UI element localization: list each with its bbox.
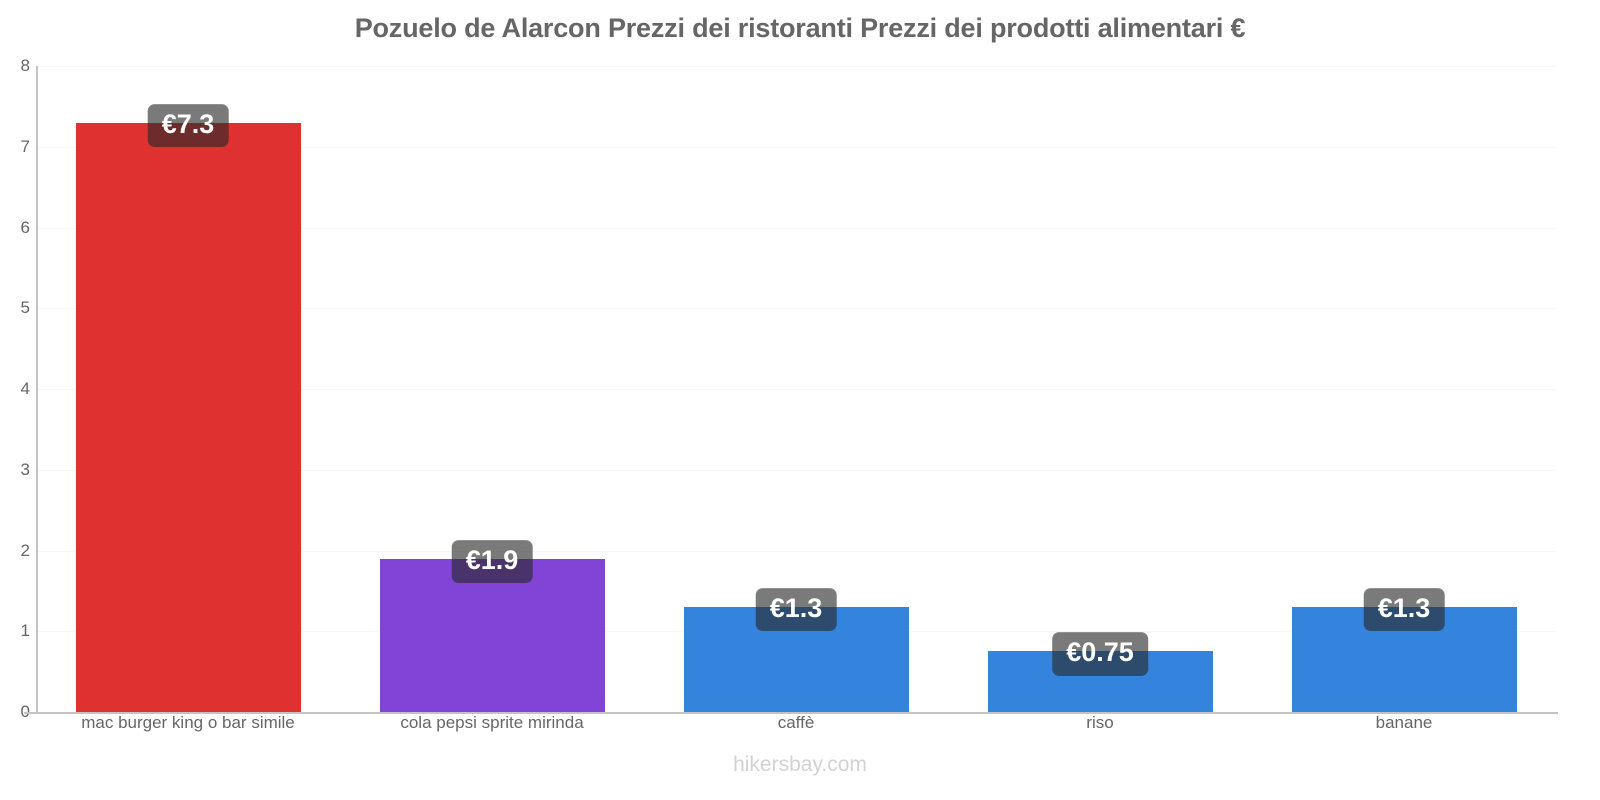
footer-watermark: hikersbay.com — [733, 753, 867, 776]
bar-value-label: €1.3 — [1363, 588, 1445, 632]
y-axis-tick-labels: 8 7 6 5 4 3 2 1 0 — [0, 0, 30, 800]
x-axis-tick-label: caffè — [777, 713, 815, 732]
gridline — [36, 389, 1556, 390]
y-axis-tick-label: 1 — [20, 621, 30, 641]
gridline — [36, 227, 1556, 229]
y-axis-tick-label: 4 — [20, 379, 30, 398]
gridline — [36, 550, 1556, 552]
y-axis-tick-label: 5 — [20, 298, 30, 318]
x-axis-tick-label: riso — [1086, 713, 1114, 732]
bar-value-label: €7.3 — [147, 103, 229, 147]
bar-value-label: €0.75 — [1052, 632, 1148, 676]
y-axis-tick-label: 7 — [20, 136, 30, 156]
bar-value-label: €1.9 — [451, 539, 533, 583]
x-axis-tick-label: cola pepsi sprite mirinda — [400, 713, 584, 732]
y-axis-tick-label: 6 — [20, 217, 30, 237]
gridline — [36, 66, 1556, 67]
y-axis-tick-label: 0 — [4, 702, 30, 722]
gridline — [36, 308, 1556, 310]
bar-value-label: €1.3 — [755, 588, 837, 632]
gridline — [36, 146, 1556, 148]
y-axis-tick-label: 3 — [20, 459, 30, 479]
y-axis-line — [36, 66, 38, 714]
x-axis-line — [24, 712, 1558, 714]
bar[interactable] — [379, 558, 605, 712]
x-axis-tick-label: mac burger king o bar simile — [81, 713, 295, 732]
y-axis-tick-label: 2 — [20, 540, 30, 560]
bar[interactable] — [75, 122, 301, 712]
y-axis-tick-label: 8 — [20, 56, 30, 75]
gridline — [36, 469, 1556, 471]
chart-title: Pozuelo de Alarcon Prezzi dei ristoranti… — [354, 13, 1246, 43]
x-axis-tick-label: banane — [1375, 713, 1433, 732]
